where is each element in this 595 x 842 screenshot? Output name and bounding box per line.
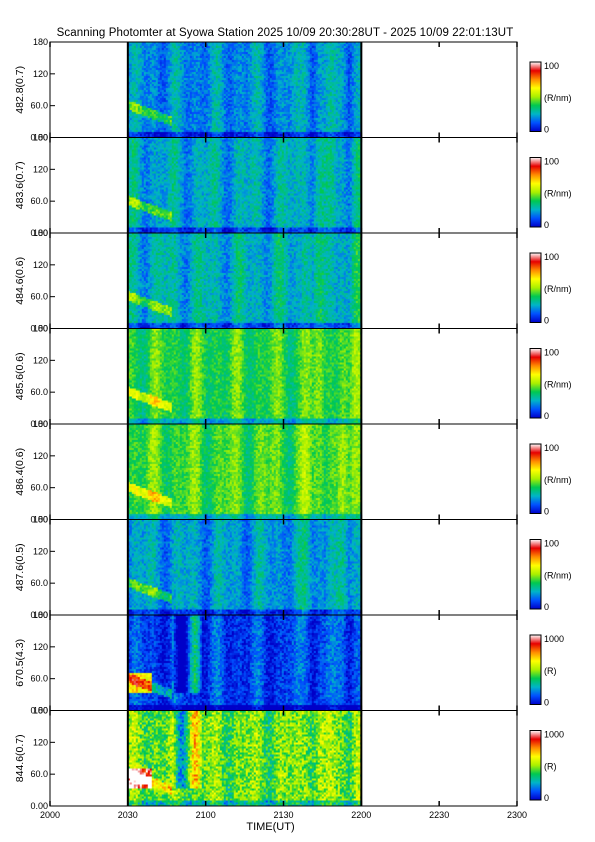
y-tick-label: 0.00 [30, 801, 48, 811]
colorbar-min-label: 0 [544, 793, 549, 803]
y-tick-label: 120 [33, 164, 48, 174]
colorbar-unit-label: (R/nm) [544, 379, 572, 389]
colorbar-unit-label: (R/nm) [544, 475, 572, 485]
y-tick-label: 60.0 [30, 387, 48, 397]
chart-title: Scanning Photomter at Syowa Station 2025… [56, 27, 514, 39]
colorbar-unit-label: (R) [544, 666, 557, 676]
x-tick-label: 2230 [429, 810, 449, 820]
y-tick-label: 180 [33, 37, 48, 47]
heatmap-image [127, 710, 362, 807]
y-tick-label: 120 [33, 642, 48, 652]
y-tick-label: 0.00 [30, 515, 48, 525]
colorbar [529, 157, 542, 228]
y-tick-label: 60.0 [30, 196, 48, 206]
heatmap-image [127, 328, 362, 425]
panel-3: 0.00 60.0 120 180 485.6(0.6) 100 0 (R/nm) [14, 324, 572, 430]
heatmap-image [127, 233, 362, 329]
colorbar [529, 61, 542, 132]
colorbar-max-label: 100 [544, 539, 559, 549]
y-tick-label: 60.0 [30, 483, 48, 493]
y-tick-label: 0.00 [30, 706, 48, 716]
y-tick-label: 0.00 [30, 228, 48, 238]
y-axis-label: 487.6(0.5) [14, 543, 26, 591]
y-axis-label: 482.8(0.7) [14, 66, 26, 114]
y-axis-label: 670.5(4.3) [14, 639, 26, 687]
x-tick-label: 2300 [507, 810, 527, 820]
y-axis-label: 844.6(0.7) [14, 734, 26, 782]
y-tick-label: 60.0 [30, 769, 48, 779]
panel-7: 0.00 60.0 120 180 844.6(0.7) 1000 0 (R) [14, 706, 564, 812]
x-axis-label: TIME(UT) [246, 821, 294, 833]
y-axis-label: 486.4(0.6) [14, 448, 26, 496]
y-tick-label: 120 [33, 355, 48, 365]
x-tick-label: 2030 [118, 810, 138, 820]
x-tick-label: 2200 [351, 810, 371, 820]
colorbar-max-label: 1000 [544, 730, 564, 740]
x-tick-label: 2130 [273, 810, 293, 820]
y-tick-label: 180 [33, 228, 48, 238]
y-tick-label: 180 [33, 515, 48, 525]
colorbar-min-label: 0 [544, 507, 549, 517]
y-tick-label: 180 [33, 419, 48, 429]
y-axis-label: 485.6(0.6) [14, 352, 26, 400]
colorbar [529, 634, 542, 705]
colorbar-max-label: 1000 [544, 634, 564, 644]
panel-1: 0.00 60.0 120 180 483.6(0.7) 100 0 (R/nm) [14, 133, 572, 239]
y-axis-label: 483.6(0.7) [14, 161, 26, 209]
y-tick-label: 120 [33, 260, 48, 270]
colorbar-unit-label: (R/nm) [544, 284, 572, 294]
colorbar-min-label: 0 [544, 411, 549, 421]
heatmap-image [127, 615, 362, 711]
colorbar-max-label: 100 [544, 157, 559, 167]
y-tick-label: 120 [33, 737, 48, 747]
y-tick-label: 180 [33, 133, 48, 143]
colorbar-min-label: 0 [544, 220, 549, 230]
colorbar [529, 348, 542, 419]
colorbar-unit-label: (R/nm) [544, 93, 572, 103]
colorbar [529, 252, 542, 323]
colorbar-max-label: 100 [544, 348, 559, 358]
colorbar-max-label: 100 [544, 252, 559, 262]
y-tick-label: 60.0 [30, 578, 48, 588]
heatmap-image [127, 42, 362, 138]
colorbar-unit-label: (R/nm) [544, 188, 572, 198]
colorbar-unit-label: (R/nm) [544, 570, 572, 580]
y-tick-label: 180 [33, 706, 48, 716]
y-tick-label: 180 [33, 324, 48, 334]
panel-2: 0.00 60.0 120 180 484.6(0.6) 100 0 (R/nm) [14, 228, 572, 334]
colorbar-max-label: 100 [544, 61, 559, 71]
panel-0: 0.00 60.0 120 180 482.8(0.7) 100 0 (R/nm) [14, 37, 572, 143]
panel-6: 0.00 60.0 120 180 670.5(4.3) 1000 0 (R) [14, 610, 564, 716]
colorbar [529, 443, 542, 514]
y-tick-label: 120 [33, 69, 48, 79]
x-tick-label: 2000 [40, 810, 60, 820]
colorbar-min-label: 0 [544, 125, 549, 135]
y-axis-label: 484.6(0.6) [14, 257, 26, 305]
colorbar-min-label: 0 [544, 698, 549, 708]
colorbar-min-label: 0 [544, 316, 549, 326]
y-tick-label: 120 [33, 546, 48, 556]
y-tick-label: 0.00 [30, 419, 48, 429]
y-tick-label: 60.0 [30, 101, 48, 111]
heatmap-image [127, 137, 362, 234]
y-tick-label: 0.00 [30, 610, 48, 620]
colorbar-min-label: 0 [544, 602, 549, 612]
y-tick-label: 60.0 [30, 674, 48, 684]
panel-4: 0.00 60.0 120 180 486.4(0.6) 100 0 (R/nm) [14, 419, 572, 525]
y-tick-label: 120 [33, 451, 48, 461]
y-tick-label: 180 [33, 610, 48, 620]
y-tick-label: 60.0 [30, 292, 48, 302]
y-tick-label: 0.00 [30, 324, 48, 334]
heatmap-image [127, 424, 362, 520]
heatmap-image [127, 519, 362, 616]
x-tick-label: 2100 [196, 810, 216, 820]
colorbar [529, 730, 542, 801]
colorbar [529, 539, 542, 610]
y-tick-label: 0.00 [30, 133, 48, 143]
panel-5: 0.00 60.0 120 180 487.6(0.5) 100 0 (R/nm) [14, 515, 572, 621]
colorbar-max-label: 100 [544, 443, 559, 453]
colorbar-unit-label: (R) [544, 761, 557, 771]
